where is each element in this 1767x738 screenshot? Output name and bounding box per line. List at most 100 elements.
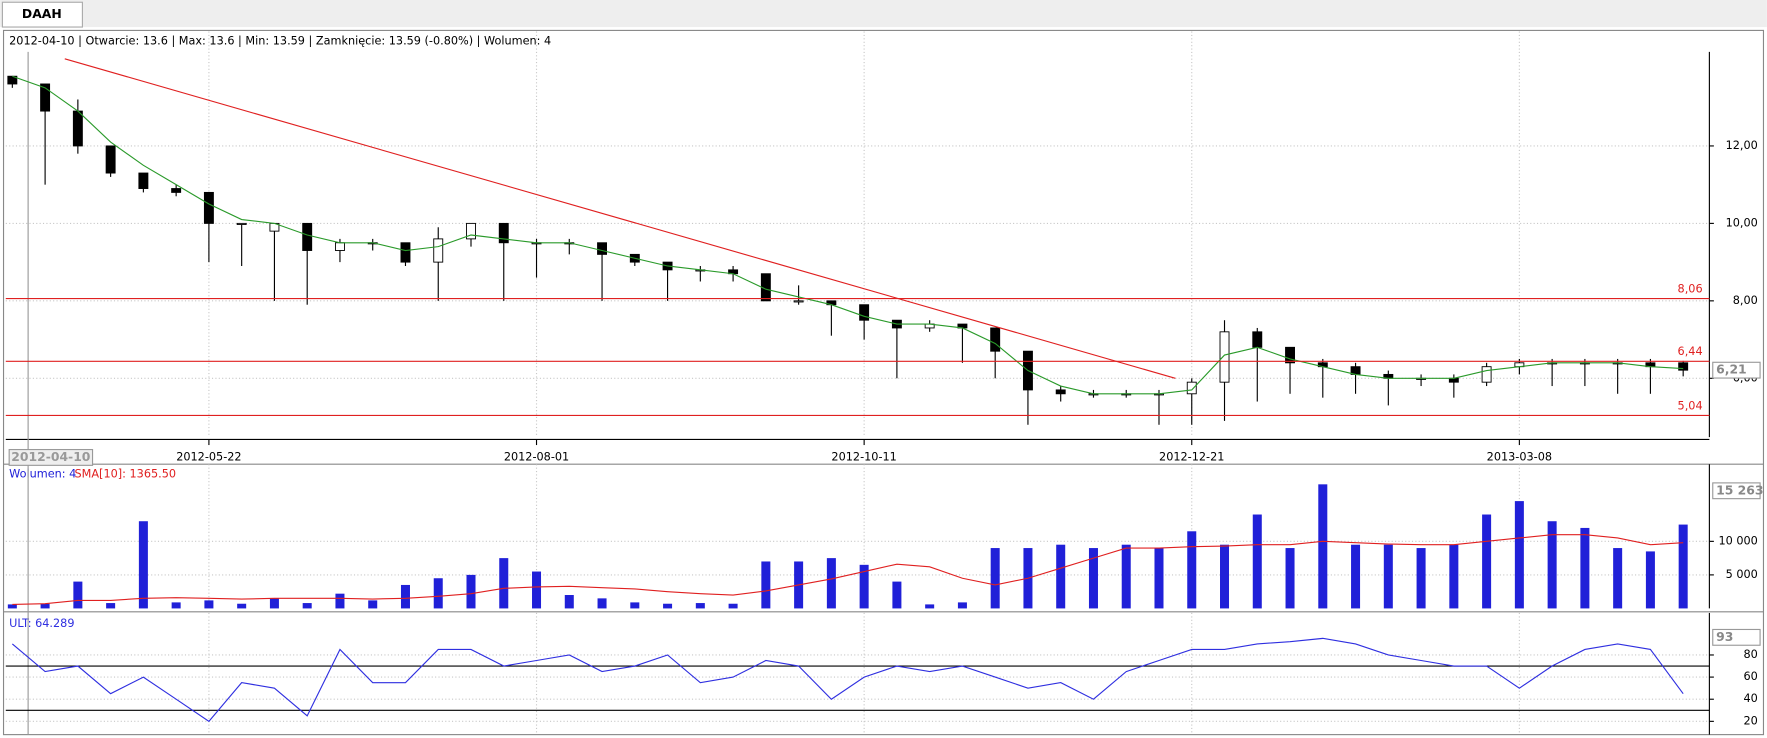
- volume-bar: [695, 603, 705, 609]
- candle-body: [1678, 362, 1689, 371]
- volume-bar: [335, 593, 345, 609]
- candle-body: [597, 242, 608, 255]
- volume-bar: [1678, 524, 1688, 609]
- volume-bar: [204, 600, 214, 609]
- volume-bar: [990, 548, 1000, 609]
- volume-bar: [1580, 527, 1590, 609]
- candle-body: [859, 304, 870, 321]
- candle-body: [302, 222, 313, 251]
- last-value-box: [1712, 482, 1761, 500]
- candle-body: [138, 172, 149, 189]
- volume-bar: [499, 558, 509, 609]
- last-value-box: [1712, 628, 1761, 646]
- volume-bar: [597, 598, 607, 609]
- y-tick-label: 20: [1744, 714, 1758, 727]
- last-value-label: 6,21: [1716, 362, 1747, 377]
- volume-sma-line: [12, 534, 1684, 605]
- candle-body: [1285, 346, 1295, 364]
- volume-bar: [368, 600, 378, 609]
- volume-bar: [237, 603, 247, 609]
- y-tick-label: 5 000: [1726, 568, 1758, 581]
- volume-bar: [1088, 548, 1098, 609]
- y-tick-label: 12,00: [1726, 139, 1758, 152]
- x-tick-label: 2012-12-21: [1159, 450, 1224, 463]
- volume-bar: [957, 602, 967, 609]
- x-tick-label: 2012-10-11: [831, 450, 896, 463]
- volume-bar: [826, 558, 836, 609]
- volume-bar: [859, 564, 869, 609]
- volume-bar: [630, 602, 640, 609]
- candle-body: [236, 222, 247, 225]
- candle-body: [793, 300, 804, 303]
- cursor-date: 2012-04-10: [11, 449, 91, 464]
- volume-bar: [400, 584, 410, 609]
- volume-bar: [564, 595, 574, 609]
- candle-body: [466, 222, 476, 240]
- volume-bar: [1187, 531, 1197, 609]
- level-label: 6,44: [1678, 345, 1703, 358]
- candle-body: [171, 188, 182, 193]
- x-tick-label: 2013-03-08: [1487, 450, 1552, 463]
- tab[interactable]: [1, 1, 83, 28]
- volume-bar: [171, 602, 181, 609]
- volume-bar: [925, 604, 935, 609]
- volume-bar: [1547, 521, 1557, 609]
- y-tick-label: 60: [1744, 670, 1758, 683]
- last-value-label: 93: [1716, 629, 1733, 644]
- volume-bar: [40, 603, 50, 609]
- candle-body: [433, 238, 444, 263]
- chart-frame: [2, 29, 1765, 736]
- volume-bar: [7, 604, 17, 609]
- candle-body: [990, 327, 1001, 352]
- volume-bar: [1514, 501, 1524, 609]
- volume-bar: [1416, 548, 1426, 609]
- last-value-box: [1712, 361, 1761, 379]
- ult-line: [11, 637, 1684, 723]
- x-tick-label: 2012-08-01: [504, 450, 569, 463]
- candle-body: [334, 242, 345, 251]
- volume-bar: [433, 578, 443, 609]
- volume-bar: [1154, 548, 1164, 609]
- volume-bar: [1318, 484, 1328, 609]
- volume-bar: [466, 574, 476, 609]
- y-tick-label: 40: [1744, 692, 1758, 705]
- volume-sma-label: SMA[10]: 1365.50: [75, 467, 177, 480]
- sma-line: [12, 75, 1684, 395]
- volume-bar: [892, 581, 902, 609]
- volume-bar: [1449, 544, 1459, 609]
- candle-body: [1252, 331, 1263, 348]
- candle-body: [105, 145, 116, 174]
- y-tick-label: 10 000: [1718, 534, 1757, 547]
- ult-label: ULT: 64.289: [9, 617, 74, 630]
- volume-bar: [1056, 544, 1066, 609]
- candle-body: [400, 242, 411, 263]
- candle-body: [1219, 331, 1230, 383]
- volume-bar: [1383, 544, 1393, 609]
- candle-body: [1055, 389, 1066, 395]
- candle-body: [1448, 377, 1459, 383]
- volume-bar: [1351, 544, 1361, 609]
- volume-bar: [73, 581, 83, 609]
- last-value-label: 15 263: [1716, 482, 1763, 497]
- candle-body: [1186, 381, 1197, 395]
- volume-bar: [532, 571, 542, 609]
- volume-bar: [1285, 548, 1295, 609]
- volume-bar: [761, 561, 771, 609]
- trendline: [64, 58, 1176, 379]
- cursor-date-box: [8, 448, 94, 466]
- x-tick-label: 2012-05-22: [176, 450, 241, 463]
- tab-bar: [0, 0, 1767, 28]
- volume-bar: [106, 603, 116, 609]
- volume-bar: [138, 521, 148, 609]
- volume-bar: [269, 598, 279, 609]
- candle-body: [40, 83, 51, 112]
- volume-bar: [302, 603, 312, 609]
- volume-bar: [1613, 548, 1623, 609]
- volume-bar: [1482, 514, 1492, 609]
- candle-body: [203, 191, 214, 224]
- volume-bar: [1645, 551, 1655, 609]
- tab-label[interactable]: DAAH: [22, 6, 62, 21]
- level-label: 8,06: [1678, 283, 1703, 296]
- info-line: 2012-04-10 | Otwarcie: 13.6 | Max: 13.6 …: [9, 35, 551, 48]
